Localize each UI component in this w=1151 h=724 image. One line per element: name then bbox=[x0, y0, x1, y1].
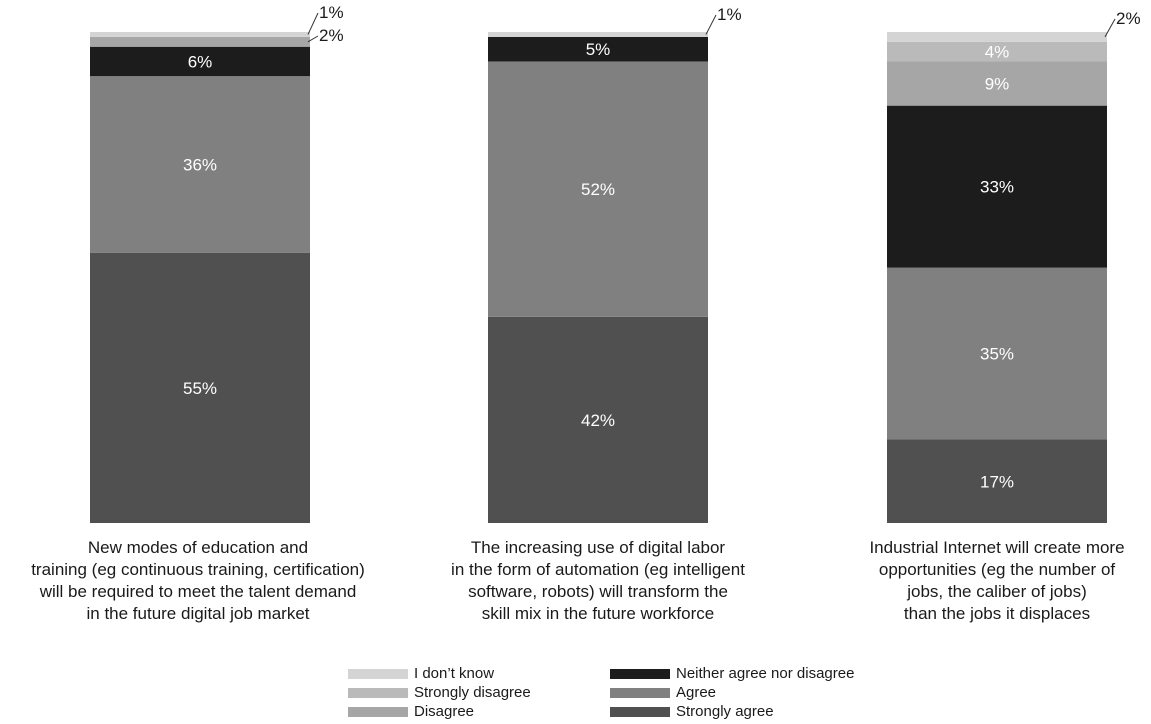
caption-line: skill mix in the future workforce bbox=[481, 604, 715, 623]
caption-line: than the jobs it displaces bbox=[903, 604, 1091, 623]
value-label: 9% bbox=[985, 75, 1010, 94]
value-label: 36% bbox=[183, 156, 217, 175]
bar-caption-digital-labor: The increasing use of digital labor in t… bbox=[398, 537, 798, 625]
bar-segment-strongly-agree bbox=[887, 439, 1107, 523]
bar-segment-agree bbox=[90, 76, 310, 253]
caption-line: opportunities (eg the number of bbox=[878, 560, 1116, 579]
bar-segment-disagree bbox=[90, 36, 310, 47]
caption-line: jobs, the caliber of jobs) bbox=[907, 582, 1087, 601]
stacked-bar-chart: 55% 36% 6% 2% 1% 42% 52% 5% 1% 17% 35% 33% 9% 4% 2% bbox=[90, 3, 1141, 523]
legend-item-neither: Neither agree nor disagree bbox=[610, 664, 854, 683]
value-label: 42% bbox=[581, 411, 615, 430]
value-label: 2% bbox=[1116, 9, 1141, 28]
legend-item-dont-know: I don’t know bbox=[348, 664, 531, 683]
legend-label: I don’t know bbox=[414, 665, 495, 682]
leader-line bbox=[307, 35, 319, 43]
value-label: 33% bbox=[980, 178, 1014, 197]
leader-line bbox=[307, 12, 319, 35]
bar-segment-dont-know bbox=[90, 32, 310, 37]
value-label: 52% bbox=[581, 180, 615, 199]
value-label: 55% bbox=[183, 379, 217, 398]
legend-swatch bbox=[348, 706, 408, 717]
leader-line bbox=[1104, 18, 1116, 38]
caption-line: New modes of education and bbox=[87, 538, 309, 557]
bar-segment-disagree bbox=[887, 61, 1107, 106]
caption-line: in the form of automation (eg intelligen… bbox=[451, 560, 745, 579]
legend-swatch bbox=[348, 668, 408, 679]
bar-segment-neither bbox=[90, 46, 310, 77]
legend-label: Strongly disagree bbox=[414, 684, 531, 701]
bar-segment-strongly-disagree bbox=[887, 41, 1107, 62]
caption-line: The increasing use of digital labor bbox=[470, 538, 726, 557]
value-label: 35% bbox=[980, 345, 1014, 364]
legend-column-right: Neither agree nor disagree Agree Strongl… bbox=[610, 664, 854, 721]
value-label: 1% bbox=[717, 5, 742, 24]
legend-item-strongly-agree: Strongly agree bbox=[610, 702, 854, 721]
bar-caption-education: New modes of education and training (eg … bbox=[0, 537, 398, 625]
legend-item-disagree: Disagree bbox=[348, 702, 531, 721]
bar-segment-neither bbox=[887, 105, 1107, 268]
legend-item-strongly-disagree: Strongly disagree bbox=[348, 683, 531, 702]
bar-segment-agree bbox=[488, 61, 708, 317]
caption-line: training (eg continuous training, certif… bbox=[31, 560, 365, 579]
bar-segment-neither bbox=[488, 36, 708, 62]
legend-label: Disagree bbox=[414, 703, 475, 720]
legend-swatch bbox=[610, 668, 670, 679]
value-label: 6% bbox=[188, 52, 213, 71]
legend-label: Agree bbox=[676, 684, 717, 701]
value-label: 4% bbox=[985, 43, 1010, 62]
legend-item-agree: Agree bbox=[610, 683, 854, 702]
legend-column-left: I don’t know Strongly disagree Disagree bbox=[348, 664, 531, 721]
bar-segment-dont-know bbox=[887, 32, 1107, 42]
bar-segment-agree bbox=[887, 267, 1107, 440]
caption-line: will be required to meet the talent dema… bbox=[39, 582, 357, 601]
leader-line bbox=[705, 14, 717, 35]
caption-line: in the future digital job market bbox=[86, 604, 310, 623]
value-label: 1% bbox=[319, 3, 344, 22]
legend-swatch bbox=[610, 706, 670, 717]
caption-line: Industrial Internet will create more bbox=[869, 538, 1125, 557]
value-label: 2% bbox=[319, 26, 344, 45]
legend-swatch bbox=[610, 687, 670, 698]
legend-label: Strongly agree bbox=[676, 703, 774, 720]
bar-caption-industrial-internet: Industrial Internet will create more opp… bbox=[797, 537, 1151, 625]
legend-swatch bbox=[348, 687, 408, 698]
caption-line: software, robots) will transform the bbox=[468, 582, 728, 601]
value-label: 17% bbox=[980, 472, 1014, 491]
bar-segment-strongly-agree bbox=[488, 316, 708, 523]
value-label: 5% bbox=[586, 40, 611, 59]
legend-label: Neither agree nor disagree bbox=[676, 665, 855, 682]
bar-segment-dont-know bbox=[488, 32, 708, 37]
bar-segment-strongly-agree bbox=[90, 252, 310, 523]
